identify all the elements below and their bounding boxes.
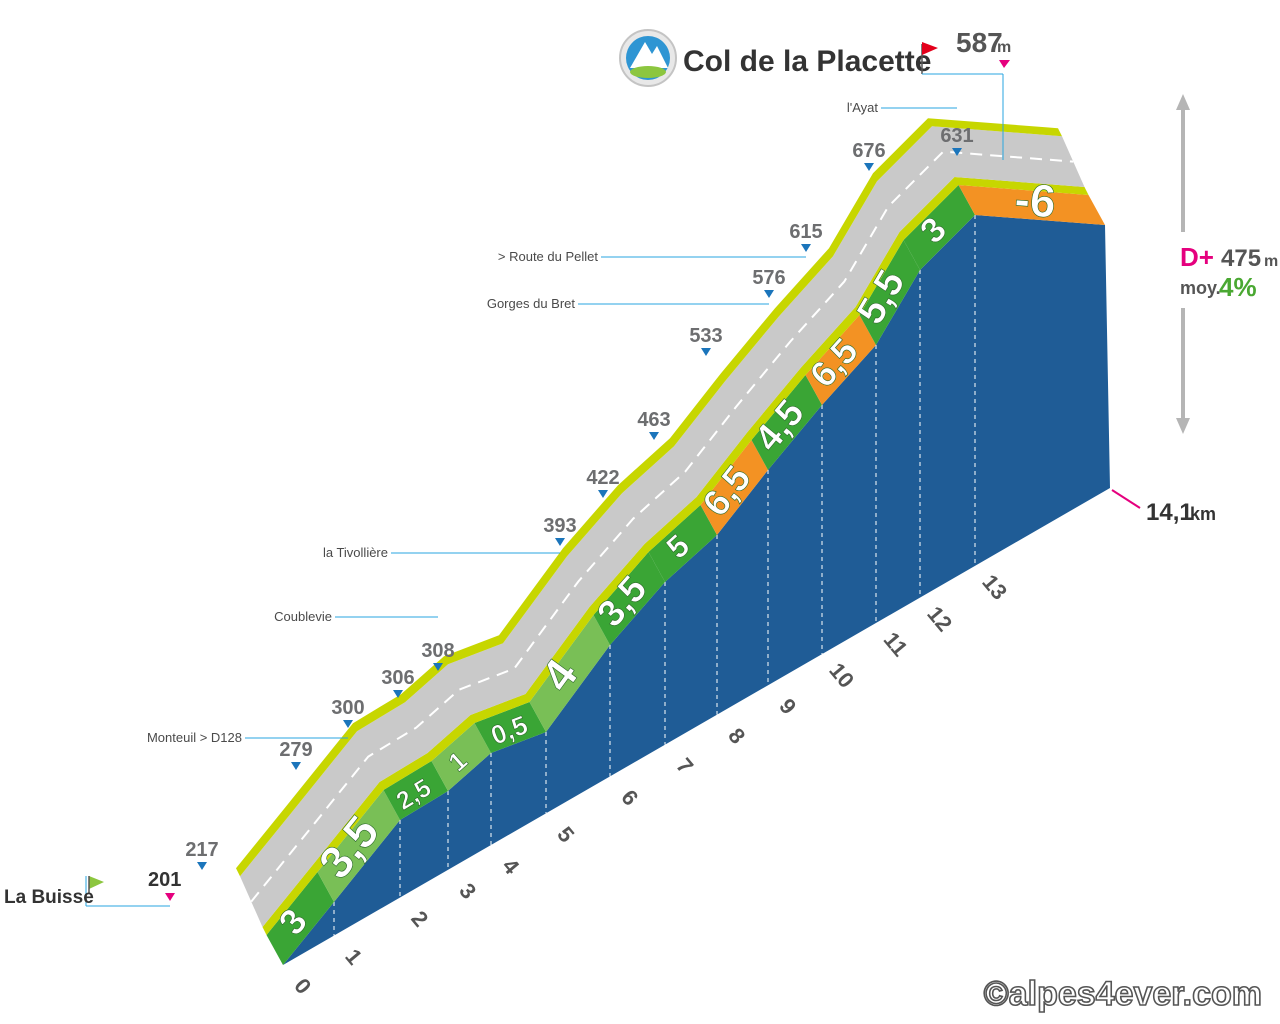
grade-segment — [474, 702, 546, 753]
altitude-marker-icon — [701, 348, 711, 356]
grade-segment — [317, 790, 400, 902]
waypoint-label: Gorges du Bret — [487, 296, 576, 311]
km-tick-label: 2 — [406, 906, 433, 931]
km-grid-lines — [333, 215, 976, 936]
grade-segment — [648, 505, 717, 582]
altitude-marker-icon — [393, 690, 403, 698]
start-flag-icon — [89, 876, 104, 889]
altitude-marker-icon — [864, 163, 874, 171]
waypoint-label: > Route du Pellet — [498, 249, 598, 264]
altitude-markers: 217 279 300 Monteuil > D128 306 308 Coublevie 3… — [147, 100, 974, 870]
km-tick-label: 6 — [616, 785, 643, 810]
km-tick-label: 9 — [774, 694, 801, 719]
waypoint-label: l'Ayat — [847, 100, 879, 115]
altitude-marker-icon — [764, 290, 774, 298]
altitude-value: 576 — [752, 267, 785, 289]
altitude-marker-icon — [343, 720, 353, 728]
altitude-marker-icon — [555, 538, 565, 546]
grade-segment — [383, 761, 448, 820]
km-tick-label: 11 — [879, 627, 913, 661]
grade-segment — [751, 375, 822, 470]
waypoint-label: la Tivollière — [323, 545, 388, 560]
profile-body-face — [283, 215, 1110, 965]
km-tick-label: 3 — [454, 878, 481, 903]
total-distance-unit: km — [1190, 504, 1216, 524]
road-center-line — [250, 150, 1074, 903]
grade-segment — [529, 615, 610, 732]
start-block: La Buisse 201 — [4, 869, 181, 908]
altitude-value: 308 — [421, 640, 454, 662]
grade-segment — [431, 723, 491, 791]
altitude-value: 631 — [940, 125, 973, 147]
altitude-value: 533 — [689, 325, 722, 347]
altitude-marker-icon — [433, 663, 443, 671]
profile-body — [283, 215, 1110, 965]
total-distance-value: 14,1 — [1146, 499, 1193, 526]
grade-segment — [903, 185, 975, 270]
altitude-marker-icon — [952, 148, 962, 156]
elevation-gain-value: 475 — [1221, 245, 1261, 272]
grade-segment — [266, 872, 334, 965]
page-title: Col de la Placette — [683, 45, 931, 78]
km-tick-label: 7 — [671, 753, 698, 778]
grade-segment — [859, 240, 920, 345]
summit-altitude: 587 — [956, 27, 1003, 58]
km-tick-label: 12 — [922, 601, 957, 636]
grade-segment — [958, 185, 1105, 225]
waypoint-label: Monteuil > D128 — [147, 730, 242, 745]
altitude-marker-icon — [649, 432, 659, 440]
km-tick-label: 4 — [497, 853, 525, 879]
altitude-marker-icon — [291, 762, 301, 770]
altitude-value: 676 — [852, 140, 885, 162]
km-tick-label: 13 — [977, 570, 1012, 605]
start-name: La Buisse — [4, 887, 94, 908]
altitude-value: 279 — [279, 739, 312, 761]
km-tick-label: 5 — [552, 822, 579, 847]
km-tick-label: 8 — [723, 723, 750, 748]
altitude-value: 300 — [331, 697, 364, 719]
down-arrow-icon — [1176, 418, 1190, 434]
altitude-value: 306 — [381, 667, 414, 689]
altitude-value: 615 — [789, 221, 822, 243]
summit-unit: m — [997, 39, 1011, 56]
altitude-value: 393 — [543, 515, 576, 537]
start-marker-icon — [165, 893, 175, 901]
road-surface-band — [240, 126, 1085, 927]
grade-segment — [805, 315, 876, 405]
altitude-value: 463 — [637, 409, 670, 431]
copyright-text: ©alpes4ever.com — [984, 975, 1262, 1013]
elevation-gain-unit: m — [1264, 253, 1278, 270]
average-grade: 4% — [1219, 272, 1257, 302]
grade-segment — [700, 440, 768, 535]
title-block: Col de la Placette 587 m — [619, 27, 1011, 160]
elevation-summary: D+ 475 m moy. 4% — [1176, 94, 1278, 434]
summit-flag-icon — [922, 42, 938, 55]
altitude-value: 217 — [185, 839, 218, 861]
grade-label: -6 — [1013, 173, 1058, 228]
summit-marker-icon — [999, 60, 1010, 68]
grade-segments — [266, 185, 1105, 965]
km-tick-label: 10 — [824, 658, 859, 693]
start-altitude: 201 — [148, 869, 181, 891]
grade-segment — [593, 552, 665, 645]
altitude-value: 422 — [586, 467, 619, 489]
altitude-marker-icon — [598, 490, 608, 498]
up-arrow-icon — [1176, 94, 1190, 110]
altitude-marker-icon — [197, 862, 207, 870]
altitude-marker-icon — [801, 244, 811, 252]
waypoint-label: Coublevie — [274, 609, 332, 624]
average-prefix: moy. — [1180, 278, 1221, 298]
km-tick-label: 1 — [340, 944, 367, 969]
total-distance-block: 14,1 km — [1111, 489, 1216, 526]
km-tick-label: 0 — [289, 973, 316, 998]
elevation-gain-prefix: D+ — [1180, 242, 1214, 272]
road-surface — [236, 118, 1089, 935]
